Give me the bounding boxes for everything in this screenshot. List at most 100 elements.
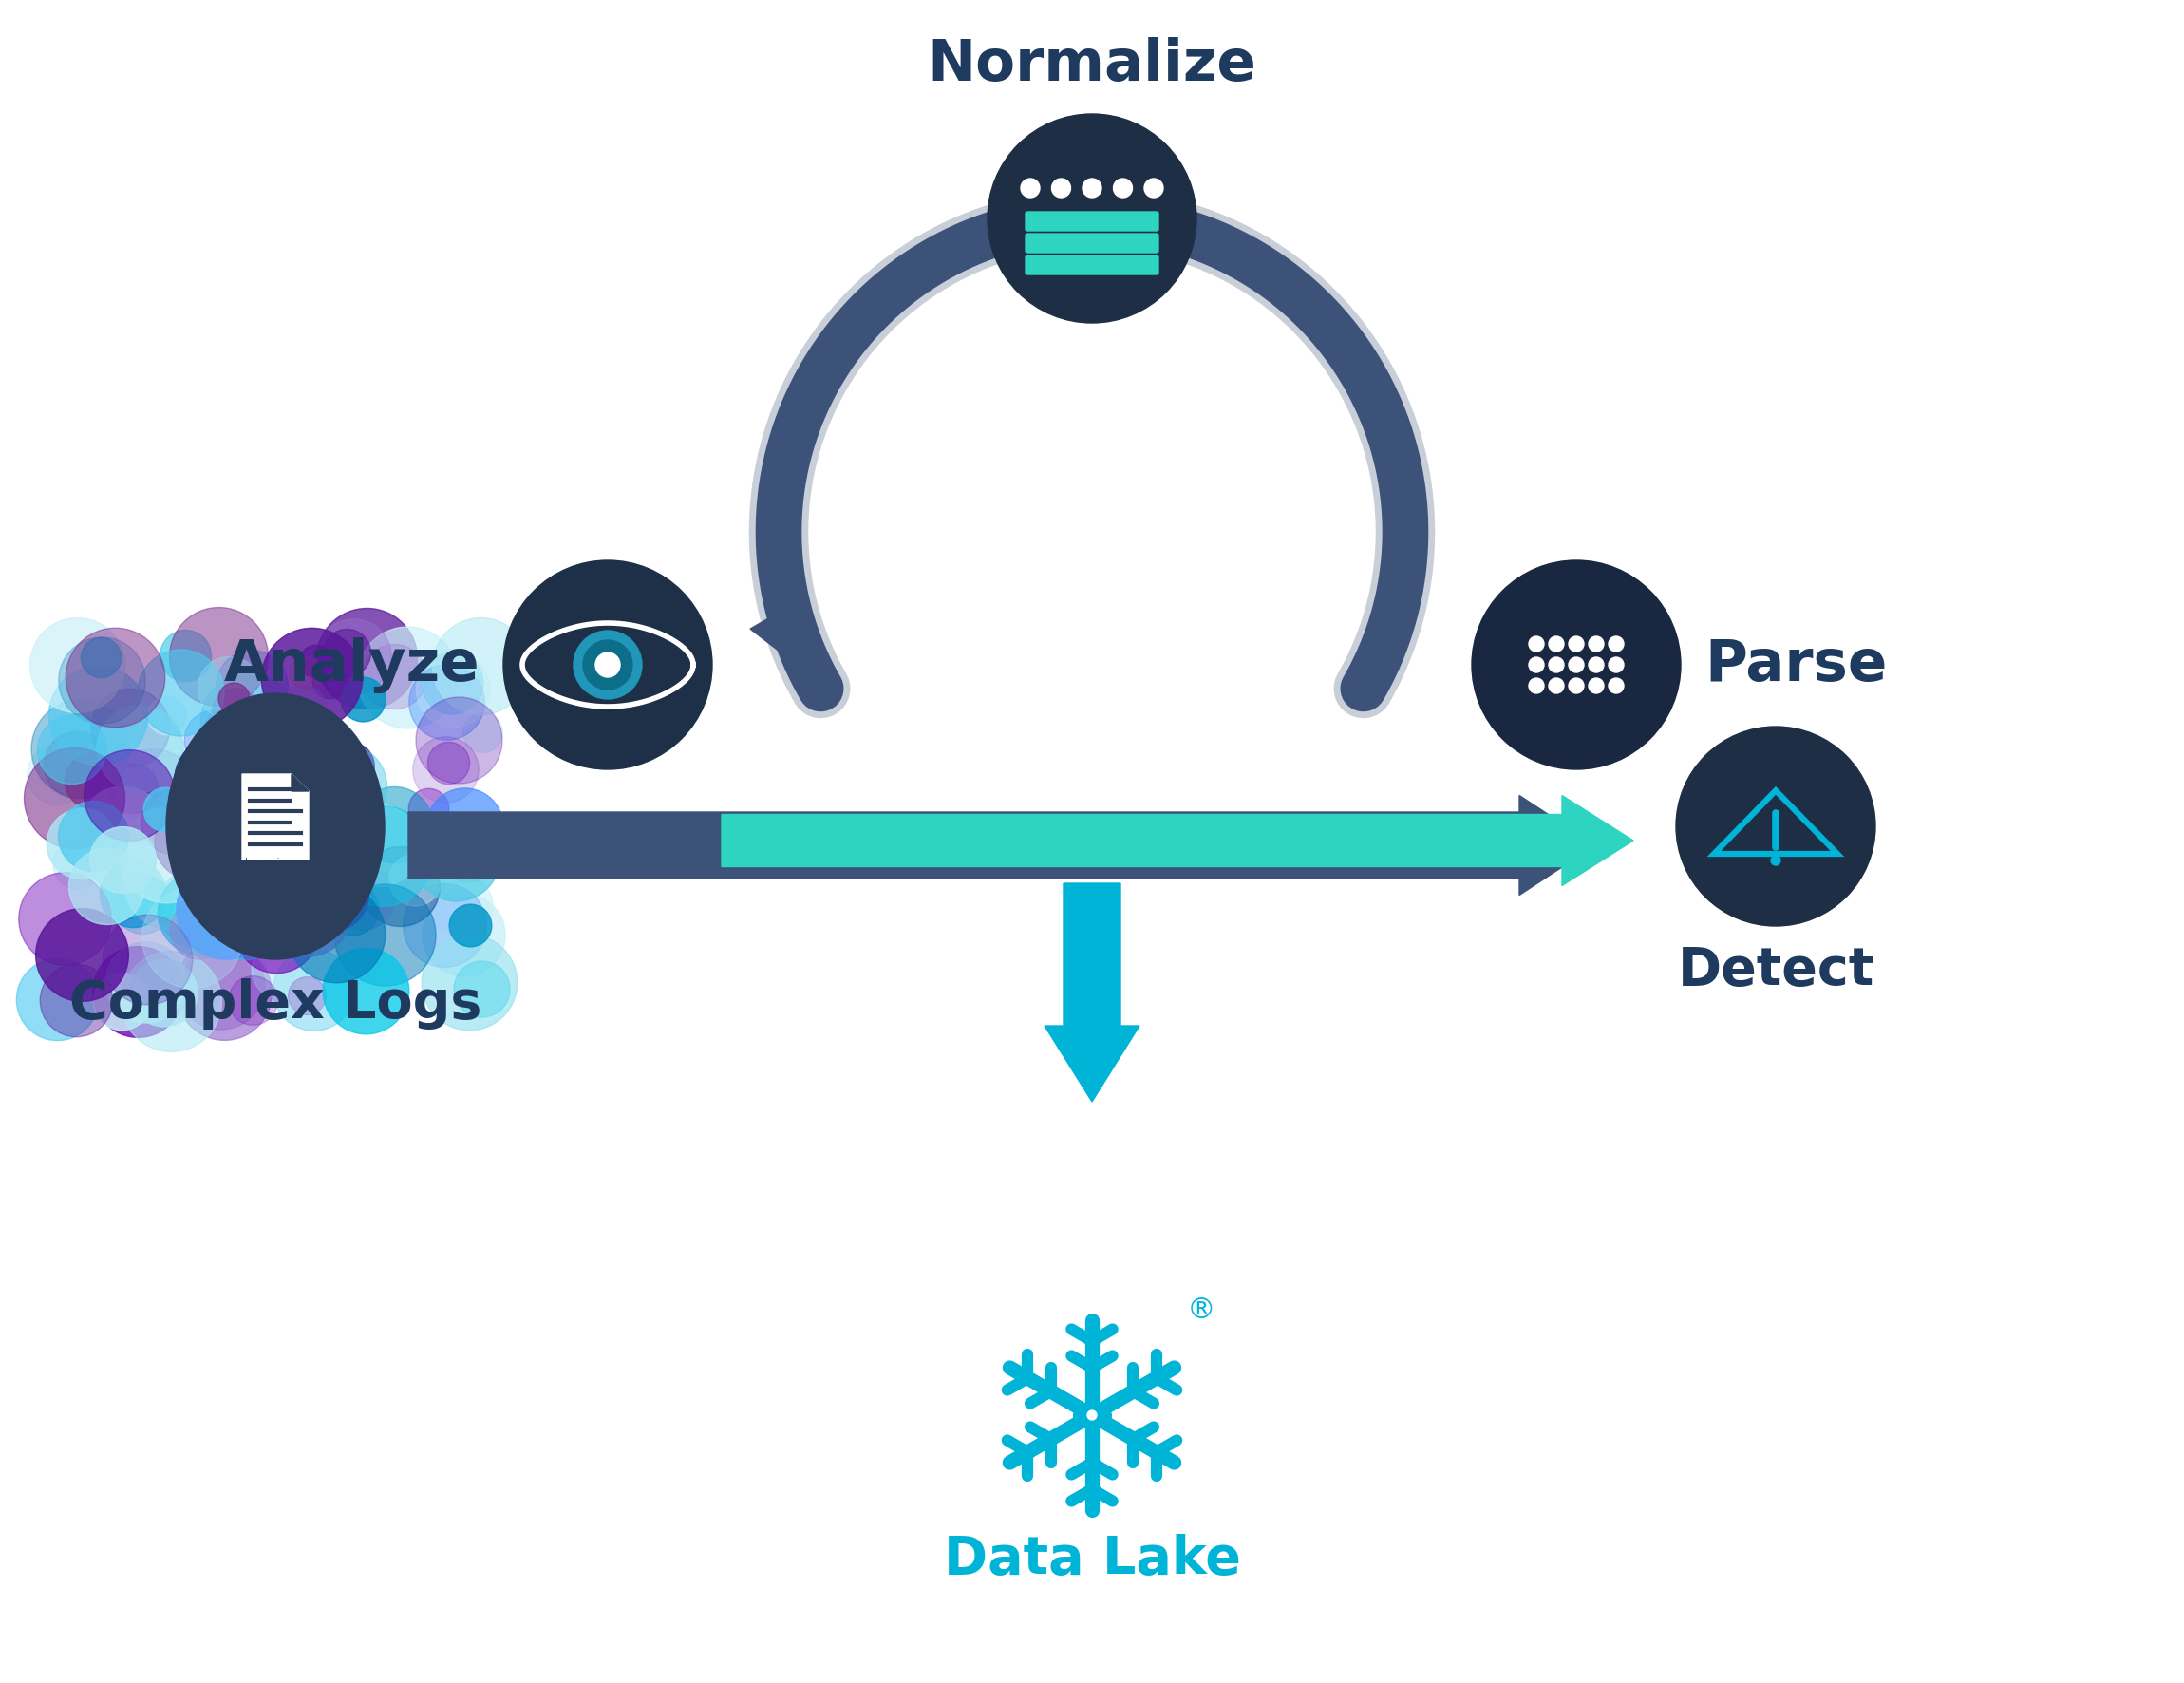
Point xyxy=(197,727,232,754)
Circle shape xyxy=(1472,560,1682,769)
Text: Complex Logs: Complex Logs xyxy=(70,978,483,1030)
Point xyxy=(59,651,94,678)
Point xyxy=(275,752,310,779)
Point xyxy=(210,742,245,769)
Point xyxy=(48,905,83,932)
Circle shape xyxy=(1020,178,1040,197)
Circle shape xyxy=(1529,636,1544,651)
Point xyxy=(411,794,446,821)
Point xyxy=(428,756,463,783)
Point xyxy=(319,921,354,948)
Point xyxy=(232,709,266,735)
Circle shape xyxy=(1529,658,1544,673)
Polygon shape xyxy=(290,774,308,791)
Text: Analyze: Analyze xyxy=(223,636,480,693)
Point xyxy=(349,645,384,672)
Point xyxy=(288,660,323,687)
Text: Data Lake: Data Lake xyxy=(943,1533,1241,1585)
Point xyxy=(428,688,463,715)
Circle shape xyxy=(583,640,633,690)
Point xyxy=(439,843,474,870)
Point xyxy=(98,663,133,690)
Point xyxy=(391,663,426,690)
Circle shape xyxy=(987,114,1197,323)
Point xyxy=(308,860,343,887)
Point xyxy=(162,678,197,705)
Text: Detect: Detect xyxy=(1677,946,1874,996)
Point xyxy=(308,784,343,811)
Point xyxy=(295,976,330,1003)
Circle shape xyxy=(1083,178,1101,197)
Point xyxy=(129,968,164,995)
Point xyxy=(131,946,166,973)
Point xyxy=(181,917,216,944)
Circle shape xyxy=(1588,678,1603,693)
Circle shape xyxy=(1568,658,1583,673)
Text: ®: ® xyxy=(1186,1298,1216,1325)
Point xyxy=(336,643,371,670)
Point xyxy=(448,813,483,840)
Point xyxy=(446,921,480,948)
Point xyxy=(203,971,238,998)
Point xyxy=(465,719,500,746)
Point xyxy=(463,976,498,1003)
Circle shape xyxy=(1610,636,1623,651)
Point xyxy=(122,735,157,762)
Point xyxy=(181,894,216,921)
Point xyxy=(443,892,478,919)
Point xyxy=(153,868,188,895)
Text: Lorem ipsum: Lorem ipsum xyxy=(245,858,306,867)
Circle shape xyxy=(1088,1410,1096,1420)
Point xyxy=(76,823,111,850)
Point xyxy=(116,880,151,907)
Point xyxy=(66,830,100,857)
Point xyxy=(181,899,216,926)
Point xyxy=(367,921,402,948)
Circle shape xyxy=(1548,678,1564,693)
Circle shape xyxy=(1083,1407,1101,1424)
Point xyxy=(435,677,470,703)
Point xyxy=(365,842,400,868)
Point xyxy=(297,648,332,675)
Point xyxy=(175,828,210,855)
Point xyxy=(343,884,378,911)
Point xyxy=(59,850,94,877)
Point xyxy=(229,761,264,788)
Point xyxy=(397,867,432,894)
Point xyxy=(149,842,183,868)
Point xyxy=(286,693,321,720)
Point xyxy=(452,969,487,996)
Point xyxy=(343,838,378,865)
Point xyxy=(262,956,297,983)
Point xyxy=(325,772,360,799)
Point xyxy=(330,640,365,666)
FancyBboxPatch shape xyxy=(1026,256,1158,274)
Point xyxy=(203,767,238,794)
Circle shape xyxy=(1568,678,1583,693)
Circle shape xyxy=(1053,178,1070,197)
Point xyxy=(90,873,124,900)
Point xyxy=(435,670,470,697)
Point xyxy=(223,715,258,742)
Point xyxy=(39,986,74,1013)
Circle shape xyxy=(1610,658,1623,673)
FancyArrow shape xyxy=(721,796,1634,885)
Point xyxy=(153,988,188,1015)
Polygon shape xyxy=(242,774,308,860)
Point xyxy=(295,665,330,692)
Circle shape xyxy=(1610,678,1623,693)
Point xyxy=(59,751,94,778)
Point xyxy=(290,981,325,1008)
Point xyxy=(428,911,463,937)
Point xyxy=(297,761,332,788)
Text: Parse: Parse xyxy=(1704,636,1887,693)
Circle shape xyxy=(596,653,620,677)
Point xyxy=(81,702,116,729)
FancyBboxPatch shape xyxy=(1026,234,1158,252)
Point xyxy=(236,986,271,1013)
Point xyxy=(57,784,92,811)
Point xyxy=(216,685,251,712)
Point xyxy=(317,860,352,887)
Point xyxy=(105,847,140,873)
Point xyxy=(120,978,155,1005)
